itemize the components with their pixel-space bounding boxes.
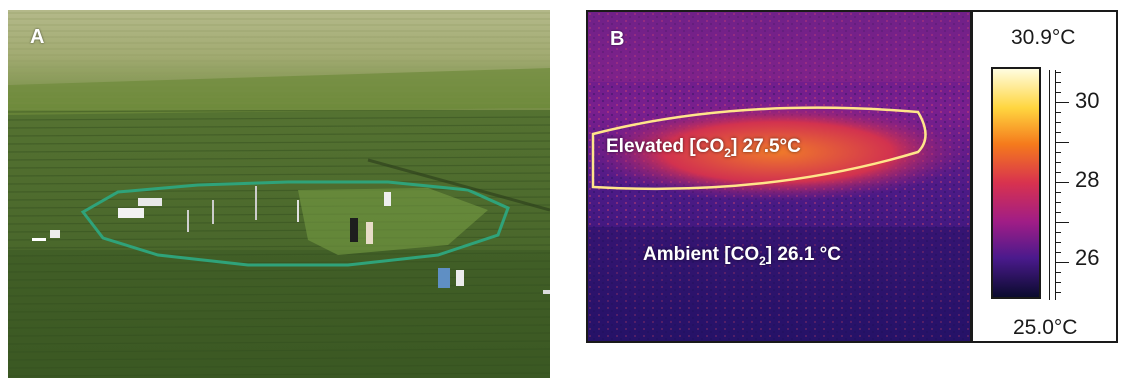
scale-tick — [1055, 82, 1061, 83]
elevated-plot-heat — [588, 102, 968, 202]
scale-tick — [1055, 262, 1069, 263]
scale-axis — [1049, 70, 1056, 300]
tick-label: 30 — [1075, 88, 1100, 113]
scale-tick — [1055, 112, 1061, 113]
person — [350, 218, 358, 242]
scale-tick — [1055, 202, 1061, 203]
scale-tick — [1055, 72, 1061, 73]
panel-b-letter: B — [610, 28, 625, 50]
scale-tick — [1055, 102, 1069, 103]
ring-outline — [591, 106, 927, 191]
scale-tick — [1055, 252, 1061, 253]
field-photo — [8, 10, 550, 378]
ambient-co2-label: Ambient [CO2] 26.1 °C — [643, 244, 841, 268]
scale-min-label: 25.0°C — [1013, 316, 1078, 339]
thermal-image — [588, 12, 970, 341]
scale-tick — [1055, 272, 1061, 273]
color-bar — [991, 67, 1041, 299]
scale-tick — [1055, 92, 1061, 93]
scale-tick — [1055, 182, 1069, 183]
face-ring — [80, 180, 510, 267]
scale-tick — [1055, 152, 1061, 153]
scale-max-label: 30.9°C — [1011, 26, 1076, 49]
scale-tick — [1055, 232, 1061, 233]
scale-tick — [1055, 282, 1061, 283]
scale-tick — [1055, 122, 1061, 123]
elevated-co2-label: Elevated [CO2] 27.5°C — [606, 136, 801, 160]
scale-tick — [1055, 172, 1061, 173]
scale-tick — [1055, 192, 1061, 193]
tick-label: 28 — [1075, 167, 1100, 192]
scale-tick — [1055, 142, 1069, 143]
scale-tick — [1055, 212, 1061, 213]
scale-tick — [1055, 292, 1061, 293]
scale-tick — [1055, 132, 1061, 133]
equipment-box — [118, 208, 144, 218]
scale-tick — [1055, 242, 1061, 243]
panel-a-letter: A — [30, 26, 45, 48]
temperature-scale: 30.9°C 30 28 26 25.0°C — [970, 10, 1118, 343]
thermal-image-panel: B Elevated [CO2] 27.5°C Ambient [CO2] 26… — [586, 10, 972, 343]
scale-tick — [1055, 222, 1069, 223]
tick-label: 26 — [1075, 245, 1100, 270]
scale-tick — [1055, 162, 1061, 163]
field-photo-panel: A — [8, 10, 550, 378]
